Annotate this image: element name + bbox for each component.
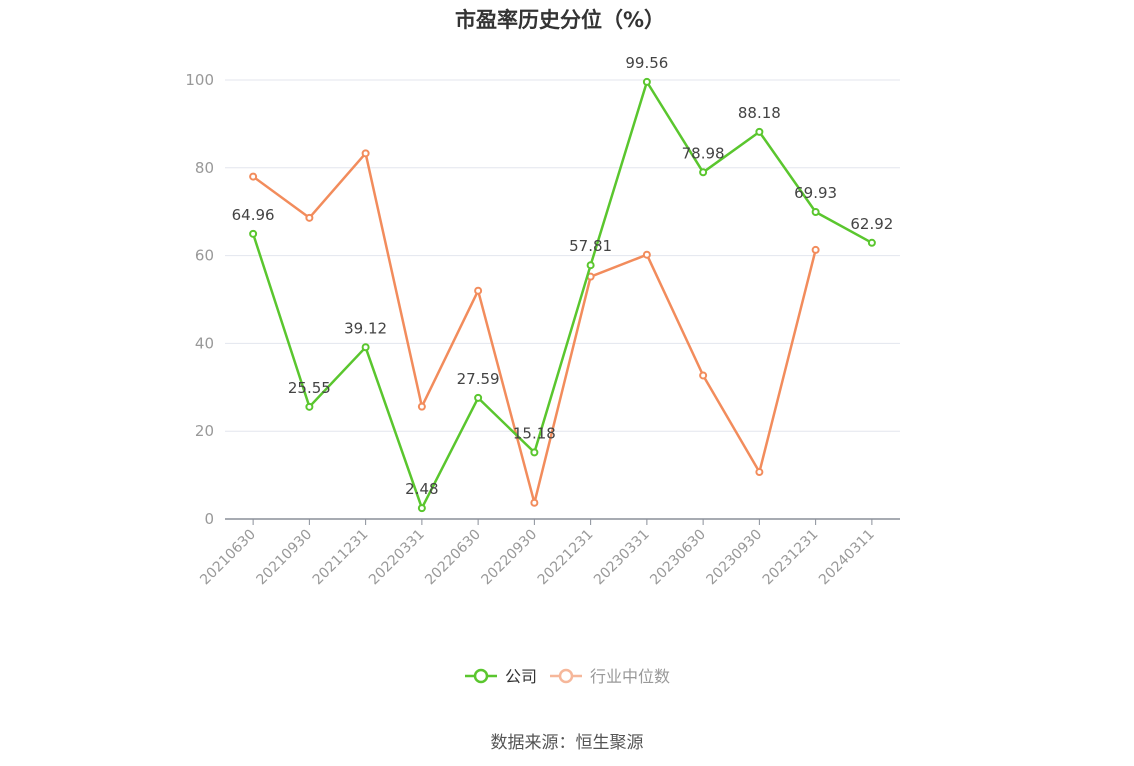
- data-point-industry-median: [642, 250, 651, 259]
- legend-item-industry-median: 行业中位数: [550, 667, 670, 686]
- data-point-company: [474, 393, 483, 402]
- x-tick-label: 20230331: [591, 527, 653, 589]
- x-tick-label: 20230630: [647, 527, 709, 589]
- series-line-company: [251, 80, 873, 510]
- y-tick-label: 0: [204, 510, 214, 528]
- data-label: 25.55: [288, 379, 331, 397]
- data-label: 15.18: [513, 424, 556, 442]
- data-point-industry-median: [305, 213, 314, 222]
- data-point-company: [249, 229, 258, 238]
- data-label: 99.56: [625, 54, 668, 72]
- x-tick-label: 20220331: [366, 527, 428, 589]
- chart-title: 市盈率历史分位（%）: [454, 8, 666, 32]
- data-point-company: [755, 127, 764, 136]
- x-tick-label: 20211231: [310, 527, 372, 589]
- x-tick-label: 20231231: [760, 527, 822, 589]
- data-point-industry-median: [811, 245, 820, 254]
- data-point-industry-median: [417, 402, 426, 411]
- data-point-industry-median: [755, 468, 764, 477]
- data-label: 62.92: [850, 215, 893, 233]
- x-tick-label: 20210630: [197, 527, 259, 589]
- legend-item-company: 公司: [465, 667, 537, 686]
- data-label: 39.12: [344, 319, 387, 337]
- data-point-industry-median: [361, 149, 370, 158]
- data-point-industry-median: [474, 286, 483, 295]
- y-tick-label: 80: [195, 159, 214, 177]
- data-point-company: [530, 448, 539, 457]
- data-point-company: [586, 261, 595, 270]
- data-label: 88.18: [738, 104, 781, 122]
- x-tick-label: 20230930: [703, 527, 765, 589]
- data-point-company: [417, 504, 426, 513]
- x-tick-label: 20220930: [478, 527, 540, 589]
- data-point-industry-median: [699, 371, 708, 380]
- data-label: 27.59: [457, 370, 500, 388]
- x-tick-label: 20220630: [422, 527, 484, 589]
- y-tick-label: 40: [195, 334, 214, 352]
- data-point-industry-median: [530, 498, 539, 507]
- data-point-company: [305, 402, 314, 411]
- legend-marker: [473, 668, 489, 684]
- data-point-company: [811, 208, 820, 217]
- y-tick-label: 60: [195, 247, 214, 265]
- x-tick-label: 20221231: [535, 527, 597, 589]
- data-label: 69.93: [794, 184, 837, 202]
- data-label: 57.81: [569, 237, 612, 255]
- y-tick-label: 20: [195, 422, 214, 440]
- y-tick-label: 100: [185, 71, 214, 89]
- x-tick-label: 20210930: [253, 527, 315, 589]
- data-point-company: [699, 168, 708, 177]
- data-point-company: [867, 238, 876, 247]
- legend-label: 行业中位数: [590, 667, 670, 686]
- x-tick-label: 20240311: [816, 527, 878, 589]
- data-point-company: [361, 343, 370, 352]
- data-label: 2.48: [405, 480, 438, 498]
- data-label: 64.96: [232, 206, 275, 224]
- legend-label: 公司: [505, 667, 537, 686]
- data-point-industry-median: [249, 172, 258, 181]
- data-source-note: 数据来源：恒生聚源: [490, 733, 644, 753]
- data-point-company: [642, 77, 651, 86]
- legend-marker: [558, 668, 574, 684]
- data-label: 78.98: [682, 144, 725, 162]
